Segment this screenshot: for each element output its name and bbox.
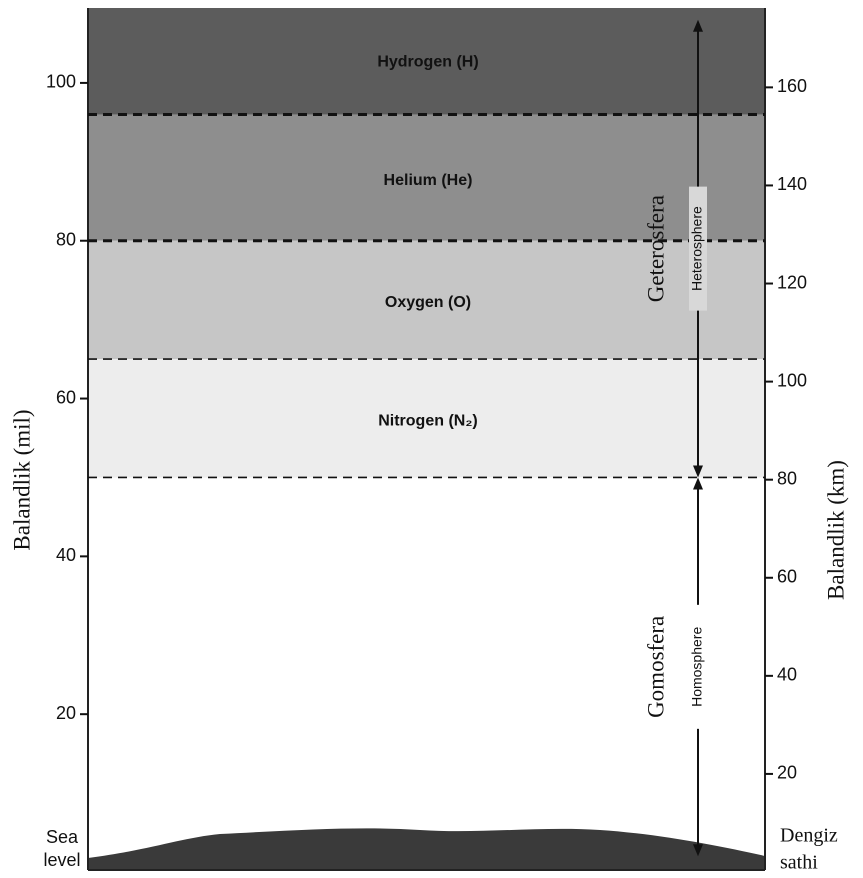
y2-tick-label: 20 bbox=[777, 763, 797, 783]
layer-label: Nitrogen (N₂) bbox=[378, 412, 478, 429]
arrow-head bbox=[693, 844, 703, 857]
y2-tick-label: 40 bbox=[777, 665, 797, 685]
y2-tick-label: 100 bbox=[777, 370, 807, 390]
layer-label: Helium (He) bbox=[384, 172, 473, 189]
layer-group bbox=[88, 8, 765, 478]
y-tick-label: 60 bbox=[56, 387, 76, 407]
sphere-name: Geterosfera bbox=[643, 195, 668, 302]
layer-label: Hydrogen (H) bbox=[377, 53, 478, 70]
y-axis-label: Balandlik (mil) bbox=[9, 409, 34, 550]
arrow-head bbox=[693, 19, 703, 32]
y-tick-label: 20 bbox=[56, 703, 76, 723]
y-tick-label: 40 bbox=[56, 545, 76, 565]
layer-band bbox=[88, 8, 765, 115]
ground bbox=[88, 828, 765, 870]
y2-tick-label: 80 bbox=[777, 468, 797, 488]
y2-tick-label: 160 bbox=[777, 76, 807, 96]
sphere-alt-name: Heterosphere bbox=[689, 206, 705, 291]
label-backing bbox=[689, 604, 707, 729]
y2-tick-label: 140 bbox=[777, 174, 807, 194]
layer-band bbox=[88, 359, 765, 478]
y2-tick-label: 60 bbox=[777, 567, 797, 587]
sea-level-label-uz: sathi bbox=[780, 852, 818, 874]
y2-tick-label: 120 bbox=[777, 272, 807, 292]
sea-level-label-uz: Dengiz bbox=[780, 825, 838, 847]
sea-level-label: level bbox=[43, 850, 80, 870]
y-tick-label: 100 bbox=[46, 72, 76, 92]
y2-axis-label: Balandlik (km) bbox=[823, 460, 848, 600]
layer-band bbox=[88, 114, 765, 241]
sphere-name: Gomosfera bbox=[643, 616, 668, 718]
y-tick-label: 80 bbox=[56, 229, 76, 249]
label-backing bbox=[689, 186, 707, 311]
layer-label: Oxygen (O) bbox=[385, 294, 471, 311]
arrow-head bbox=[693, 477, 703, 490]
arrow-head bbox=[693, 465, 703, 478]
sphere-alt-name: Homosphere bbox=[689, 627, 705, 707]
sea-level-label: Sea bbox=[46, 827, 79, 847]
layer-band bbox=[88, 240, 765, 360]
